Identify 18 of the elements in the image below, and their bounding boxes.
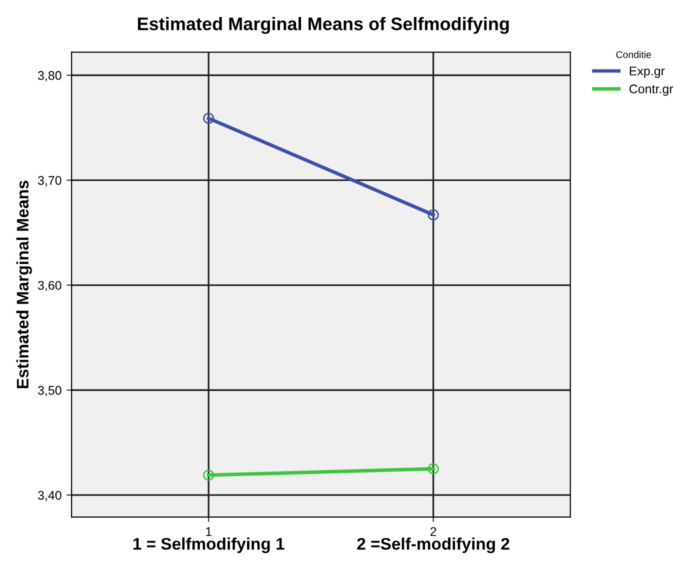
y-tick-label: 3,70 <box>38 176 62 186</box>
legend-title: Conditie <box>616 50 651 58</box>
text: 1 = Selfmodifying 1 <box>133 538 284 554</box>
legend-label: Exp.gr <box>630 66 665 78</box>
y-axis-title: Estimated Marginal Means <box>16 180 32 388</box>
y-tick-label: 3,80 <box>38 71 62 82</box>
y-tick-label: 3,60 <box>38 280 62 292</box>
text: 2 =Self-modifying 2 <box>357 538 510 554</box>
point <box>203 470 214 481</box>
chart-title: Estimated Marginal Means of Selfmodifying <box>138 17 509 34</box>
point <box>203 112 214 124</box>
x-tick-label: 1 <box>206 527 212 536</box>
y-tick-label: 3,40 <box>38 490 62 502</box>
point <box>428 463 439 474</box>
point <box>428 209 439 220</box>
y-tick-label: 3,50 <box>38 386 62 396</box>
x-tick-label: 2 <box>430 527 436 536</box>
legend-label: Contr.gr <box>629 84 674 96</box>
